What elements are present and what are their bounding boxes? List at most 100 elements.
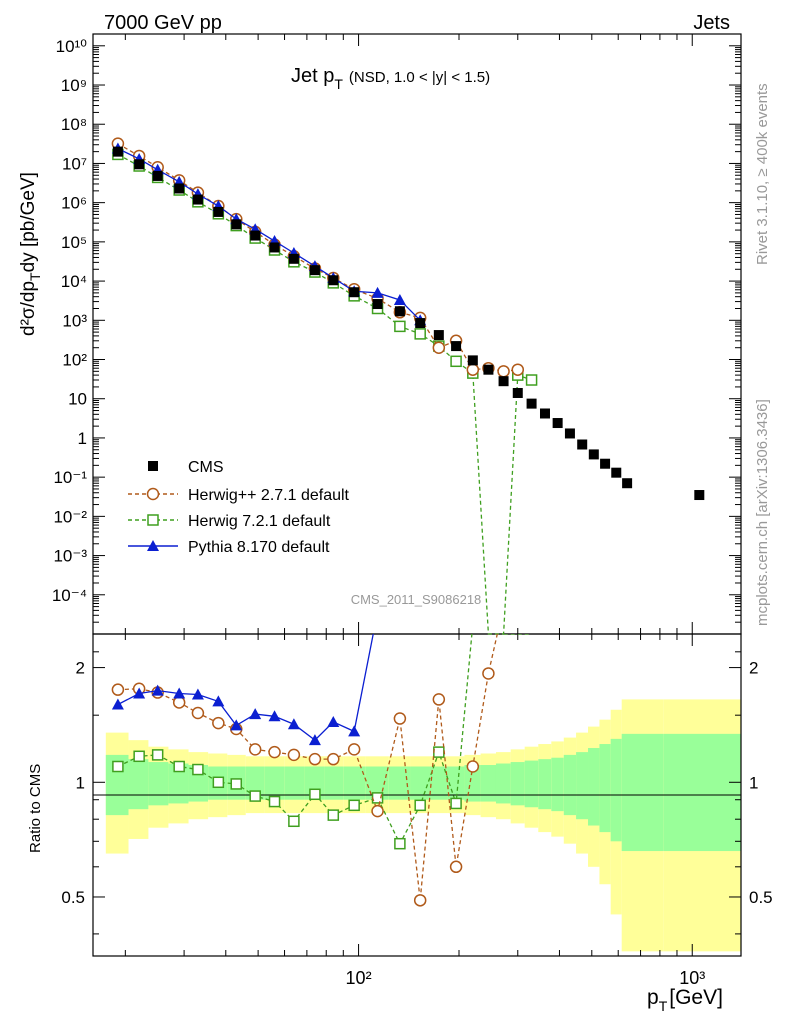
legend-marker-cms	[148, 461, 158, 471]
y-tick-label: 10⁶	[61, 194, 87, 213]
pythia-point	[393, 293, 406, 305]
herwig7-ratio-point	[173, 760, 185, 773]
herwigpp-line	[117, 143, 518, 372]
cms-point	[467, 355, 478, 366]
pythia-ratio-point	[308, 734, 321, 746]
analysis-watermark: CMS_2011_S9086218	[351, 592, 482, 607]
legend: CMS Herwig++ 2.7.1 default Herwig 7.2.1 de…	[128, 459, 350, 556]
ratio-tick-label: 2	[76, 659, 85, 678]
y-tick-label: 10⁻¹	[53, 468, 87, 487]
cms-point	[577, 439, 588, 450]
uncertainty-bands	[105, 699, 741, 952]
pythia-ratio-point	[348, 725, 361, 737]
herwigpp-ratio-point	[308, 752, 322, 766]
band-green	[524, 760, 539, 808]
herwigpp-ratio-point	[287, 748, 301, 762]
herwigpp-ratio-point	[191, 706, 205, 720]
plot-title: Jet pT (NSD, 1.0 < |y| < 1.5)	[291, 65, 490, 92]
herwig7-point	[394, 320, 406, 333]
herwig7-point	[525, 374, 538, 386]
cms-point	[349, 287, 360, 298]
cms-point	[415, 318, 426, 329]
herwig7-ratio-point	[192, 763, 204, 776]
cms-point	[174, 183, 185, 194]
y-tick-label: 10⁻²	[53, 507, 87, 526]
cms-point	[694, 490, 705, 501]
cms-point	[526, 398, 537, 409]
cms-point	[250, 230, 261, 241]
y-axis-label: d²σ/dpTdy [pb/GeV]	[18, 172, 43, 336]
herwigpp-ratio-point	[248, 743, 262, 756]
herwig7-ratio-point	[133, 750, 145, 763]
herwig7-ratio-point	[433, 746, 445, 758]
y-tick-label: 10⁵	[61, 233, 87, 252]
x-tick-label: 10³	[679, 968, 705, 988]
cms-point	[600, 458, 611, 469]
ratio-tick-label-right: 2	[749, 659, 758, 678]
x-tick-label: 10²	[346, 968, 372, 988]
legend-label-herwig7: Herwig 7.2.1 default	[188, 513, 331, 530]
pythia-ratio-line	[117, 634, 374, 742]
herwig7-ratio-point	[327, 809, 340, 821]
band-green	[388, 766, 411, 800]
herwig7-ratio-point	[249, 790, 261, 802]
cms-point	[622, 478, 633, 489]
cms-point	[588, 449, 599, 460]
cms-point	[498, 376, 509, 387]
cms-point	[611, 467, 622, 478]
legend-label-herwigpp: Herwig++ 2.7.1 default	[188, 487, 350, 504]
legend-marker-herwigpp	[146, 487, 160, 501]
pythia-ratio-point	[111, 698, 124, 710]
herwigpp-ratio-point	[111, 683, 125, 696]
band-green	[429, 766, 448, 800]
band-green	[284, 766, 305, 800]
band-green	[663, 733, 741, 852]
herwigpp-point	[511, 363, 525, 376]
herwig7-ratio-point	[414, 799, 426, 812]
cms-point	[269, 242, 280, 253]
herwigpp-ratio-point	[172, 696, 186, 709]
y-tick-label: 10⁷	[62, 154, 87, 173]
y-tick-label: 10¹⁰	[56, 37, 88, 56]
cms-point	[309, 265, 320, 276]
herwig7-ratio-point	[394, 837, 406, 850]
pythia-line	[117, 147, 421, 321]
cms-point	[152, 170, 163, 181]
herwig7-ratio-point	[230, 778, 243, 790]
mcplots-label: mcplots.cern.ch [arXiv:1306.3436]	[754, 399, 771, 626]
herwig7-ratio-point	[268, 795, 281, 808]
herwigpp-ratio-point	[449, 860, 463, 874]
series	[111, 137, 705, 907]
cms-point	[394, 306, 405, 317]
y-tick-label: 10⁻⁴	[52, 586, 87, 605]
band-green	[480, 765, 496, 802]
herwig7-point	[414, 328, 426, 340]
herwigpp-ratio-point	[466, 760, 480, 773]
band-green	[576, 752, 589, 820]
y-tick-label: 10⁸	[61, 115, 87, 134]
herwig7-ratio-point	[151, 749, 164, 761]
pythia-ratio-point	[173, 687, 186, 699]
cms-point	[213, 206, 224, 217]
herwig7-ratio-point	[212, 776, 225, 789]
herwigpp-ratio-point	[371, 804, 384, 818]
pythia-ratio-group	[111, 634, 374, 746]
band-green	[365, 766, 389, 800]
herwigpp-point	[466, 363, 480, 376]
ratio-tick-label-right: 0.5	[749, 888, 773, 907]
cms-point	[512, 387, 523, 398]
cms-point	[288, 253, 299, 264]
cms-point	[539, 408, 550, 419]
herwigpp-ratio-point	[393, 712, 407, 725]
cms-point	[231, 219, 242, 230]
y-tick-label: 10²	[62, 351, 87, 370]
band-green	[128, 759, 149, 810]
legend-marker-herwig7	[147, 514, 159, 526]
herwigpp-point	[497, 365, 510, 378]
herwig7-line	[117, 153, 532, 635]
legend-marker-pythia	[147, 540, 159, 551]
header-right: Jets	[693, 12, 730, 34]
band-green	[495, 763, 511, 804]
herwig7-ratio-group	[112, 634, 532, 850]
